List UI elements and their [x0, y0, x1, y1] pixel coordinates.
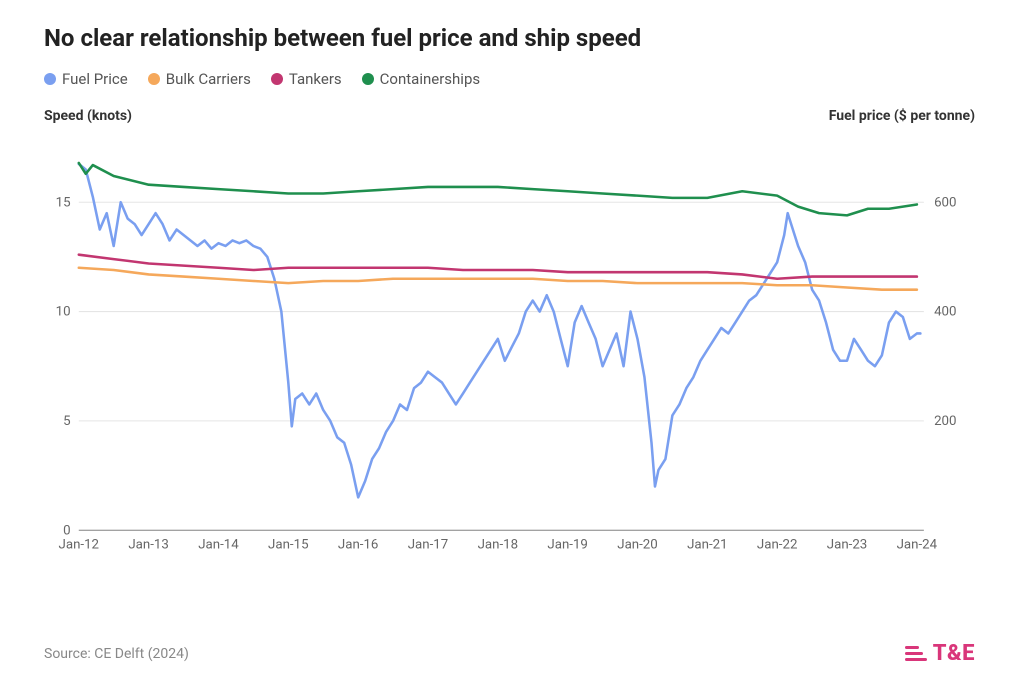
plot-area: Speed (knots) Fuel price ($ per tonne) 0…	[44, 114, 975, 574]
legend: Fuel Price Bulk Carriers Tankers Containers…	[44, 70, 975, 88]
svg-text:Jan-24: Jan-24	[897, 538, 938, 553]
svg-text:600: 600	[934, 195, 956, 210]
chart-container: No clear relationship between fuel price…	[0, 0, 1009, 688]
svg-text:Jan-21: Jan-21	[687, 538, 728, 553]
svg-text:Jan-12: Jan-12	[59, 538, 100, 553]
svg-text:Jan-13: Jan-13	[128, 538, 169, 553]
logo-bars-icon	[905, 646, 927, 661]
legend-label: Containerships	[380, 70, 480, 88]
svg-text:Jan-22: Jan-22	[757, 538, 798, 553]
legend-swatch	[148, 73, 160, 85]
source-text: Source: CE Delft (2024)	[44, 646, 189, 662]
left-axis-label: Speed (knots)	[44, 108, 132, 124]
legend-item: Tankers	[271, 70, 342, 88]
logo: T&E	[905, 641, 975, 666]
legend-item: Fuel Price	[44, 70, 128, 88]
svg-text:Jan-14: Jan-14	[198, 538, 239, 553]
right-axis-label: Fuel price ($ per tonne)	[829, 108, 975, 124]
svg-text:Jan-19: Jan-19	[547, 538, 588, 553]
svg-text:Jan-15: Jan-15	[268, 538, 309, 553]
legend-swatch	[271, 73, 283, 85]
svg-text:Jan-20: Jan-20	[617, 538, 658, 553]
svg-text:0: 0	[63, 523, 70, 538]
footer: Source: CE Delft (2024) T&E	[44, 641, 975, 666]
svg-text:200: 200	[934, 414, 956, 429]
svg-text:10: 10	[56, 305, 71, 320]
legend-label: Bulk Carriers	[166, 70, 251, 88]
svg-text:Jan-16: Jan-16	[338, 538, 379, 553]
legend-item: Containerships	[362, 70, 480, 88]
legend-label: Tankers	[289, 70, 342, 88]
svg-text:5: 5	[63, 414, 70, 429]
svg-text:Jan-23: Jan-23	[827, 538, 868, 553]
chart-title: No clear relationship between fuel price…	[44, 24, 975, 52]
svg-text:15: 15	[56, 195, 71, 210]
svg-text:Jan-18: Jan-18	[478, 538, 518, 553]
legend-label: Fuel Price	[62, 70, 128, 88]
legend-swatch	[362, 73, 374, 85]
svg-text:Jan-17: Jan-17	[408, 538, 448, 553]
svg-text:400: 400	[934, 305, 956, 320]
plot-svg: 0 5 10 15 200 400 600 Jan-12 Jan-13 Jan-14 Jan-15 J…	[44, 114, 975, 574]
legend-item: Bulk Carriers	[148, 70, 251, 88]
legend-swatch	[44, 73, 56, 85]
logo-text: T&E	[933, 641, 975, 666]
